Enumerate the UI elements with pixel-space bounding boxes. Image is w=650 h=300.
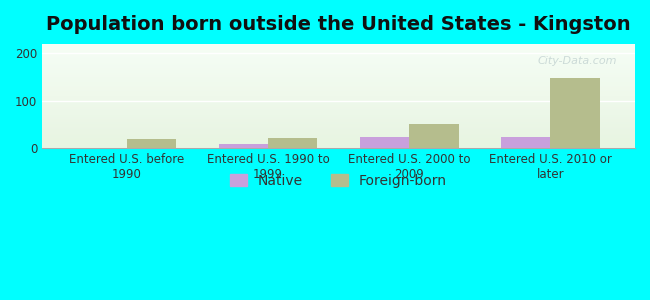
Bar xyxy=(218,144,268,148)
Legend: Native, Foreign-born: Native, Foreign-born xyxy=(224,167,454,195)
Bar xyxy=(409,124,458,148)
Bar xyxy=(501,137,551,148)
Text: City-Data.com: City-Data.com xyxy=(538,56,618,66)
Title: Population born outside the United States - Kingston: Population born outside the United State… xyxy=(46,15,631,34)
Bar xyxy=(359,137,409,148)
Bar xyxy=(551,78,600,148)
Bar xyxy=(127,139,176,148)
Bar xyxy=(268,138,317,148)
